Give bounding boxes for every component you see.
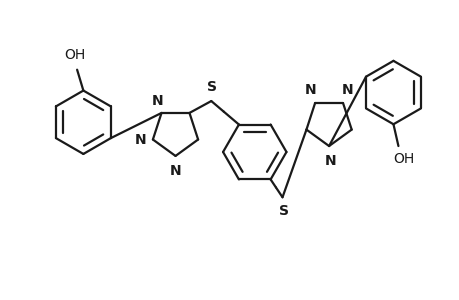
Text: N: N bbox=[134, 133, 146, 146]
Text: N: N bbox=[341, 83, 353, 97]
Text: OH: OH bbox=[64, 48, 85, 62]
Text: N: N bbox=[151, 94, 163, 108]
Text: S: S bbox=[279, 204, 289, 218]
Text: S: S bbox=[207, 80, 217, 94]
Text: OH: OH bbox=[393, 152, 414, 166]
Text: N: N bbox=[169, 164, 181, 178]
Text: N: N bbox=[324, 154, 335, 168]
Text: N: N bbox=[304, 83, 315, 97]
